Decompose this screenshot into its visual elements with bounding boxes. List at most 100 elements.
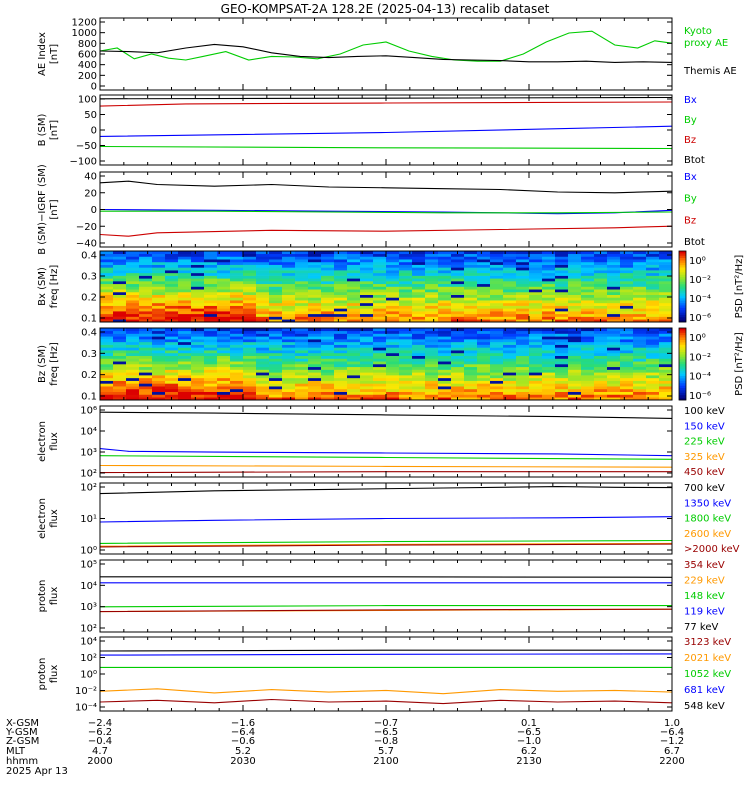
- spectrogram-cell: [113, 366, 127, 370]
- spectrogram-cell: [347, 251, 361, 255]
- spectrogram-cell: [529, 319, 543, 323]
- spectrogram-cell: [165, 256, 179, 260]
- spectrogram-cell: [503, 289, 517, 293]
- spectrogram-cell: [152, 281, 166, 285]
- spectrogram-cell: [243, 391, 257, 395]
- spectrogram-cell: [568, 308, 582, 312]
- spectrogram-cell: [438, 388, 452, 392]
- spectrogram-cell: [503, 350, 517, 354]
- spectrogram-cell: [373, 355, 387, 359]
- spectrogram-cell: [620, 294, 634, 298]
- spectrogram-cell: [386, 311, 400, 315]
- spectrogram-cell: [490, 372, 504, 376]
- spectrogram-cell: [308, 336, 322, 340]
- spectrogram-cell: [204, 341, 218, 345]
- spectrogram-cell: [633, 270, 647, 274]
- spectrogram-cell: [139, 311, 153, 315]
- spectrogram-cell: [477, 391, 491, 395]
- colorbar-segment: [679, 265, 686, 268]
- spectrogram-cell: [425, 300, 439, 304]
- spectrogram-cell: [555, 388, 569, 392]
- spectrogram-cell: [425, 333, 439, 337]
- spectrogram-cell: [464, 366, 478, 370]
- spectrogram-cell: [464, 256, 478, 260]
- spectrogram-cell: [529, 261, 543, 265]
- spectrogram-cell: [373, 313, 387, 317]
- spectrogram-cell: [620, 366, 634, 370]
- spectrogram-cell: [178, 275, 192, 279]
- spectrogram-cell: [308, 358, 322, 362]
- spectrogram-cell: [139, 283, 153, 287]
- spectrogram-cell: [646, 278, 660, 282]
- spectrogram-cell: [607, 377, 621, 381]
- spectrogram-cell: [386, 302, 400, 306]
- spectrogram-cell: [230, 302, 244, 306]
- spectrogram-cell: [308, 302, 322, 306]
- spectrogram-cell: [477, 394, 491, 398]
- spectrogram-cell: [308, 372, 322, 376]
- y-tick-label: 10¹: [80, 514, 97, 525]
- spectrogram-cell: [165, 358, 179, 362]
- series-line-bx: [99, 125, 673, 137]
- spectrogram-cell: [100, 341, 114, 345]
- spectrogram-cell: [386, 350, 400, 354]
- spectrogram-cell: [139, 289, 153, 293]
- spectrogram-cell: [555, 347, 569, 351]
- spectrogram-cell: [191, 358, 205, 362]
- spectrogram-cell: [295, 328, 309, 332]
- spectrogram-cell: [451, 253, 465, 257]
- legend-entry: 77 keV: [684, 622, 718, 633]
- spectrogram-cell: [243, 344, 257, 348]
- spectrogram-cell: [347, 386, 361, 390]
- spectrogram-cell: [399, 253, 413, 257]
- spectrogram-cell: [464, 339, 478, 343]
- spectrogram-cell: [386, 291, 400, 295]
- spectrogram-cell: [191, 383, 205, 387]
- spectrogram-cell: [256, 328, 270, 332]
- colorbar-segment: [679, 251, 686, 254]
- spectrogram-cell: [607, 364, 621, 368]
- spectrogram-cell: [620, 347, 634, 351]
- spectrogram-cell: [178, 278, 192, 282]
- spectrogram-cell: [360, 305, 374, 309]
- spectrogram-cell: [399, 281, 413, 285]
- spectrogram-cell: [659, 259, 673, 263]
- spectrogram-cell: [373, 364, 387, 368]
- spectrogram-cell: [269, 253, 283, 257]
- spectrogram-cell: [191, 391, 205, 395]
- spectrogram-cell: [217, 355, 231, 359]
- spectrogram-cell: [282, 291, 296, 295]
- spectrogram-cell: [555, 259, 569, 263]
- spectrogram-cell: [659, 275, 673, 279]
- spectrogram-cell: [256, 350, 270, 354]
- spectrogram-cell: [191, 294, 205, 298]
- spectrogram-cell: [516, 366, 530, 370]
- spectrogram-cell: [386, 336, 400, 340]
- spectrogram-cell: [100, 355, 114, 359]
- spectrogram-cell: [568, 347, 582, 351]
- spectrogram-cell: [152, 297, 166, 301]
- spectrogram-cell: [477, 313, 491, 317]
- spectrogram-cell: [568, 352, 582, 356]
- spectrogram-cell: [282, 377, 296, 381]
- spectrogram-cell: [386, 372, 400, 376]
- spectrogram-cell: [516, 397, 530, 401]
- spectrogram-cell: [360, 311, 374, 315]
- spectrogram-cell: [425, 386, 439, 390]
- spectrogram-cell: [568, 294, 582, 298]
- spectrogram-cell: [386, 358, 400, 362]
- spectrogram-cell: [464, 305, 478, 309]
- spectrogram-cell: [282, 341, 296, 345]
- spectrogram-cell: [178, 305, 192, 309]
- spectrogram-cell: [529, 267, 543, 271]
- spectrogram-cell: [113, 313, 127, 317]
- spectrogram-cell: [386, 339, 400, 343]
- series-line-548-kev: [99, 649, 672, 652]
- spectrogram-cell: [529, 308, 543, 312]
- spectrogram-cell: [243, 270, 257, 274]
- spectrogram-cell: [412, 369, 426, 373]
- spectrogram-cell: [477, 275, 491, 279]
